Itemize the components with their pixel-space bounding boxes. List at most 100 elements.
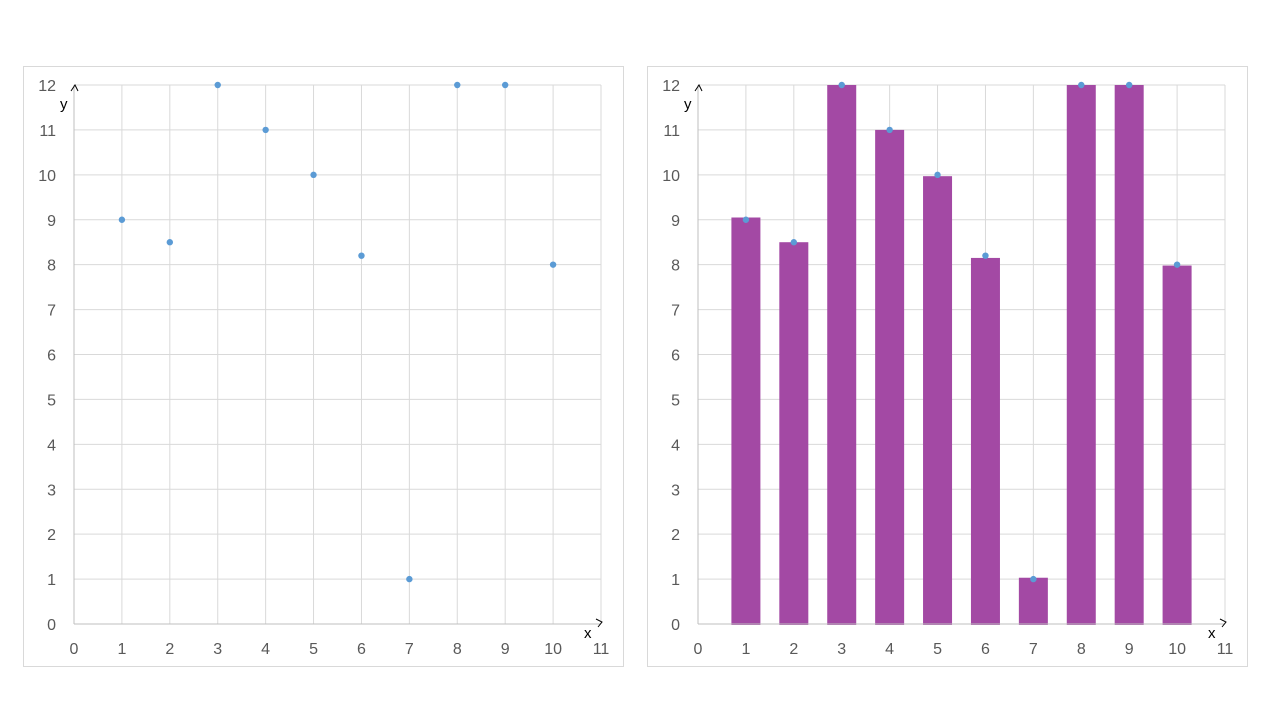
y-tick-label: 5 [671, 392, 680, 409]
x-tick-label: 7 [1029, 641, 1038, 658]
y-tick-label: 2 [671, 527, 680, 544]
bar [970, 257, 1000, 625]
y-tick-label: 1 [671, 572, 680, 589]
y-tick-label: 10 [662, 168, 680, 185]
x-axis-label: x [1208, 625, 1216, 642]
y-axis-arrow [70, 84, 79, 92]
y-tick-label: 11 [39, 123, 56, 140]
data-point [454, 81, 461, 89]
data-point [1125, 81, 1133, 89]
x-tick-label: 11 [1217, 641, 1234, 658]
data-point [118, 216, 126, 223]
x-tick-label: 2 [165, 641, 174, 658]
data-point [982, 252, 989, 259]
x-tick-label: 4 [885, 641, 894, 658]
y-tick-label: 12 [662, 78, 680, 95]
bar [1162, 265, 1192, 625]
data-point [790, 239, 798, 246]
data-point [1030, 575, 1037, 583]
x-tick-label: 7 [405, 641, 414, 658]
y-tick-label: 7 [47, 303, 56, 320]
x-tick-label: 4 [261, 641, 270, 658]
y-tick-label: 4 [671, 437, 680, 454]
x-tick-label: 0 [694, 641, 703, 658]
data-point [501, 81, 509, 89]
data-points [742, 81, 1181, 583]
data-point [742, 216, 750, 223]
x-axis-label: x [584, 625, 592, 642]
x-tick-label: 5 [933, 641, 942, 658]
bar [731, 217, 761, 626]
bar [1114, 85, 1144, 625]
data-point [886, 126, 893, 134]
bar [1066, 85, 1096, 625]
x-axis-arrow [1219, 618, 1227, 628]
data-points [118, 81, 557, 583]
data-point [1173, 261, 1181, 268]
x-tick-label: 5 [309, 641, 318, 658]
y-tick-label: 6 [671, 348, 680, 365]
y-tick-label: 10 [38, 168, 56, 185]
x-tick-label: 3 [837, 641, 846, 658]
bar [779, 242, 809, 626]
y-tick-label: 2 [47, 527, 56, 544]
bar [1018, 577, 1048, 625]
bar-chart-panel: 0 1 2 3 4 5 6 7 8 9 10 11 0 1 2 3 4 5 6 7 8 9 10 11 12 x y [647, 66, 1248, 667]
bar [827, 85, 857, 625]
bars [731, 85, 1192, 626]
y-tick-label: 0 [47, 617, 56, 634]
data-point [166, 239, 174, 246]
x-tick-label: 1 [741, 641, 750, 658]
y-axis-label: y [60, 96, 68, 113]
x-tick-label: 9 [1125, 641, 1134, 658]
y-tick-label: 1 [47, 572, 56, 589]
x-tick-label: 6 [981, 641, 990, 658]
y-tick-label: 5 [47, 392, 56, 409]
x-tick-label: 1 [117, 641, 126, 658]
gridlines [73, 84, 602, 625]
y-tick-label: 7 [671, 303, 680, 320]
x-tick-label: 8 [453, 641, 462, 658]
data-point [358, 252, 365, 259]
data-point [214, 81, 221, 89]
x-tick-label: 0 [70, 641, 79, 658]
data-point [549, 261, 557, 268]
y-tick-label: 12 [38, 78, 56, 95]
x-tick-label: 10 [544, 641, 562, 658]
y-tick-label: 8 [671, 258, 680, 275]
y-tick-label: 0 [671, 617, 680, 634]
axes [694, 84, 1227, 628]
y-tick-label: 11 [663, 123, 680, 140]
x-tick-label: 3 [213, 641, 222, 658]
y-tick-label: 4 [47, 437, 56, 454]
y-tick-label: 8 [47, 258, 56, 275]
y-tick-label: 6 [47, 348, 56, 365]
data-point [310, 171, 317, 179]
x-axis-arrow [595, 618, 603, 628]
x-tick-label: 6 [357, 641, 366, 658]
data-point [1078, 81, 1085, 89]
data-point [262, 126, 269, 134]
y-tick-label: 3 [671, 482, 680, 499]
bar [923, 176, 953, 625]
y-tick-label: 9 [47, 213, 56, 230]
x-tick-label: 10 [1168, 641, 1186, 658]
y-tick-label: 3 [47, 482, 56, 499]
y-axis-arrow [694, 84, 703, 92]
data-point [838, 81, 845, 89]
x-tick-label: 11 [593, 641, 610, 658]
x-tick-label: 2 [789, 641, 798, 658]
y-axis-label: y [684, 96, 692, 113]
gridlines [697, 84, 1226, 625]
x-tick-label: 9 [501, 641, 510, 658]
data-point [406, 575, 413, 583]
data-point [934, 171, 941, 179]
bar [875, 129, 905, 625]
scatter-chart-panel: 0 1 2 3 4 5 6 7 8 9 10 11 0 1 2 3 4 5 6 7 8 9 10 11 12 x y [23, 66, 624, 667]
axes [70, 84, 603, 628]
x-tick-label: 8 [1077, 641, 1086, 658]
y-tick-label: 9 [671, 213, 680, 230]
